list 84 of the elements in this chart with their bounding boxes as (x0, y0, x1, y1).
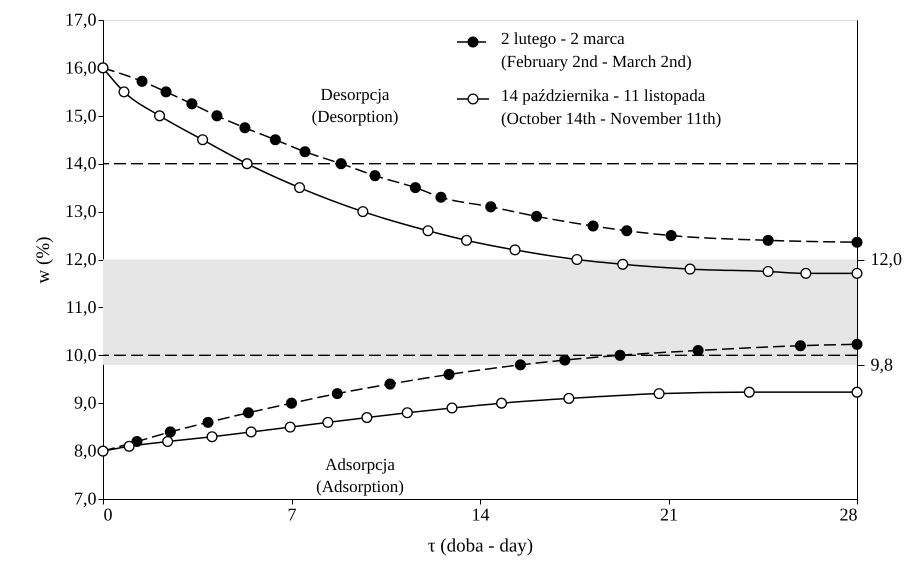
point (286, 398, 298, 409)
point (162, 436, 174, 448)
point (384, 378, 396, 390)
point (684, 264, 696, 275)
point (118, 86, 130, 98)
point (444, 368, 455, 380)
point (485, 201, 496, 212)
point (211, 110, 222, 122)
point (800, 268, 812, 279)
point (299, 146, 310, 158)
y-tick-label: 11,0 (66, 296, 96, 317)
point (435, 192, 446, 203)
y-tick-label: 15,0 (65, 105, 96, 126)
x-tick-label: 0 (104, 504, 112, 524)
point (270, 134, 281, 146)
point (621, 225, 632, 236)
y-tick-label: 8,0 (74, 440, 96, 461)
point (794, 340, 806, 352)
point (186, 98, 198, 110)
legend-label: 2 lutego - 2 marca (February 2nd - March 2nd) (501, 29, 692, 71)
point (242, 407, 254, 418)
y-axis-title: w (%) (33, 236, 54, 284)
point (369, 170, 380, 182)
point (206, 431, 218, 442)
x-tick-label: 21 (660, 504, 678, 524)
legend-label: 14 października - 11 listopada (October 14th - November 11th) (501, 86, 722, 128)
point (294, 182, 306, 194)
point (762, 234, 774, 246)
x-tick-label: 7 (288, 504, 296, 524)
point (588, 220, 599, 232)
point (336, 158, 347, 170)
point (402, 407, 413, 418)
point (202, 416, 214, 428)
point (762, 266, 774, 277)
y-tick-label: 14,0 (65, 153, 96, 174)
point (410, 182, 421, 194)
point (571, 254, 582, 266)
point (246, 426, 257, 438)
point (361, 412, 372, 424)
point (461, 234, 472, 246)
point (284, 422, 296, 433)
point (559, 354, 570, 366)
point (563, 392, 574, 404)
y2-tick-label: 9,8 (870, 354, 893, 374)
x-axis-title: τ (doba - day) (428, 536, 534, 556)
x-tick-label: 14 (472, 504, 490, 524)
point (332, 388, 343, 400)
point (357, 206, 368, 218)
point (692, 344, 704, 356)
point (666, 230, 677, 242)
point (654, 388, 665, 400)
point (197, 134, 208, 146)
y-tick-label: 13,0 (65, 201, 96, 222)
point (496, 398, 508, 409)
point (239, 122, 250, 134)
point (851, 236, 863, 248)
point (164, 426, 176, 438)
annotation: Adsorpcja (Adsorption) (316, 455, 404, 496)
point (531, 210, 542, 222)
y2-tick-label: 12,0 (870, 249, 902, 269)
point (851, 338, 863, 350)
point (160, 86, 172, 98)
point (124, 440, 135, 452)
point (446, 402, 458, 414)
point (851, 386, 863, 398)
point (514, 359, 526, 370)
point (744, 386, 755, 398)
point (851, 268, 863, 279)
point (242, 158, 253, 170)
y-tick-label: 10,0 (65, 344, 96, 365)
point (614, 350, 626, 361)
point (617, 258, 628, 270)
point (509, 244, 521, 256)
point (322, 416, 334, 428)
y-tick-label: 12,0 (65, 249, 96, 269)
point (154, 110, 166, 122)
point (422, 225, 434, 236)
y-tick-label: 16,0 (65, 57, 96, 78)
point (136, 76, 148, 87)
y-tick-label: 17,0 (65, 10, 96, 30)
y-tick-label: 7,0 (74, 488, 96, 508)
x-tick-label: 28 (840, 504, 858, 524)
annotation: Desorpcja (Desorption) (312, 85, 398, 126)
y-tick-label: 9,0 (74, 392, 96, 413)
